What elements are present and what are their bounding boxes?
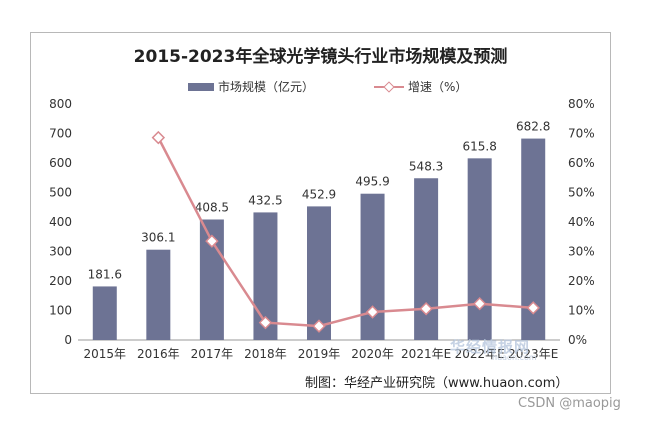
x-tick-label: 2017年 [191,347,234,361]
y2-tick-label: 40% [568,215,595,229]
bar [307,206,331,340]
y2-tick-label: 70% [568,127,595,141]
growth-point [312,319,326,333]
x-tick-label: 2016年 [137,347,180,361]
growth-point [526,301,540,315]
y-tick-label: 800 [49,97,72,111]
y-tick-label: 600 [49,156,72,170]
bar-value-label: 432.5 [248,193,282,207]
x-tick-label: 2023年E [508,347,558,361]
legend-line-label: 增速（%） [408,80,468,94]
bar-value-label: 682.8 [516,120,550,134]
legend-bar-swatch [188,82,214,91]
bar-value-label: 306.1 [141,231,175,245]
y2-tick-label: 20% [568,274,595,288]
bar-value-label: 408.5 [195,200,229,214]
growth-point [472,296,487,311]
chart-title: 2015-2023年全球光学镜头行业市场规模及预测 [133,47,508,67]
bar-value-label: 181.6 [88,267,122,281]
y2-tick-label: 30% [568,245,595,259]
growth-point [258,315,273,330]
x-tick-label: 2018年 [244,347,287,361]
y-tick-label: 0 [64,333,72,347]
bar-value-label: 495.9 [355,175,389,189]
footer-credit: CSDN @maopig [518,396,621,411]
x-tick-label: 2015年 [84,347,127,361]
growth-point [419,302,433,316]
watermark-logo: 华经情报网 [450,338,531,356]
legend-bar-label: 市场规模（亿元） [218,80,315,94]
y2-tick-label: 0% [568,333,587,347]
bar-value-label: 615.8 [462,139,496,153]
y-tick-label: 200 [49,274,72,288]
x-tick-label: 2021年E [401,347,451,361]
growth-point [365,305,380,319]
y2-tick-label: 80% [568,97,595,111]
watermark-url: huaon.com [492,353,537,362]
growth-line [157,137,534,328]
x-tick-label: 2022年E [455,347,505,361]
y-tick-label: 700 [49,127,72,141]
growth-point [151,130,166,145]
y-tick-label: 500 [49,186,72,200]
legend-line-swatch [374,82,405,92]
bar [467,158,492,340]
x-tick-label: 2019年 [298,347,341,361]
y-tick-label: 300 [49,245,72,259]
bar [146,249,171,340]
y-tick-label: 100 [49,304,72,318]
chart-legend: 市场规模（亿元） 增速（%） [188,78,467,95]
y-tick-label: 400 [49,215,72,229]
y2-tick-label: 50% [568,186,595,200]
bar-value-label: 452.9 [302,187,336,201]
y2-tick-label: 60% [568,156,595,170]
bar-value-label: 548.3 [409,159,443,173]
source-note: 制图：华经产业研究院（www.huaon.com） [305,376,569,391]
y2-tick-label: 10% [568,304,595,318]
bar [414,178,439,340]
x-tick-label: 2020年 [351,347,394,361]
growth-point [205,234,219,248]
bar [92,286,117,340]
